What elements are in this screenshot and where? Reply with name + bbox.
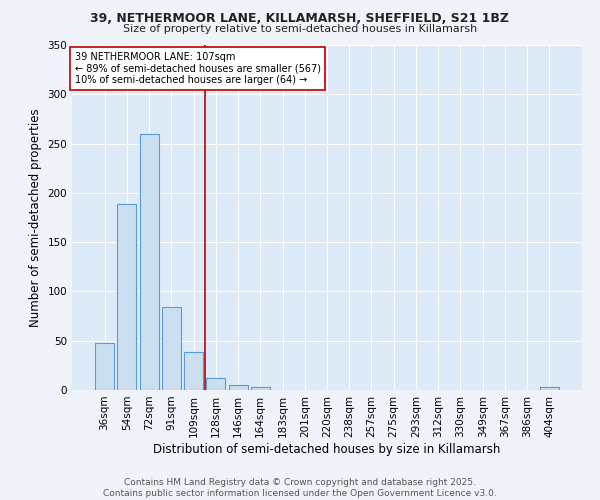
Text: 39, NETHERMOOR LANE, KILLAMARSH, SHEFFIELD, S21 1BZ: 39, NETHERMOOR LANE, KILLAMARSH, SHEFFIE… — [91, 12, 509, 26]
Bar — [118, 204, 136, 390]
Bar — [184, 352, 203, 390]
Text: Contains HM Land Registry data © Crown copyright and database right 2025.
Contai: Contains HM Land Registry data © Crown c… — [103, 478, 497, 498]
Bar — [206, 378, 225, 390]
Bar — [140, 134, 158, 390]
X-axis label: Distribution of semi-detached houses by size in Killamarsh: Distribution of semi-detached houses by … — [154, 442, 500, 456]
Y-axis label: Number of semi-detached properties: Number of semi-detached properties — [29, 108, 42, 327]
Text: Size of property relative to semi-detached houses in Killamarsh: Size of property relative to semi-detach… — [123, 24, 477, 34]
Text: 39 NETHERMOOR LANE: 107sqm
← 89% of semi-detached houses are smaller (567)
10% o: 39 NETHERMOOR LANE: 107sqm ← 89% of semi… — [74, 52, 320, 85]
Bar — [95, 342, 114, 390]
Bar — [229, 385, 248, 390]
Bar — [540, 387, 559, 390]
Bar — [251, 387, 270, 390]
Bar — [162, 307, 181, 390]
